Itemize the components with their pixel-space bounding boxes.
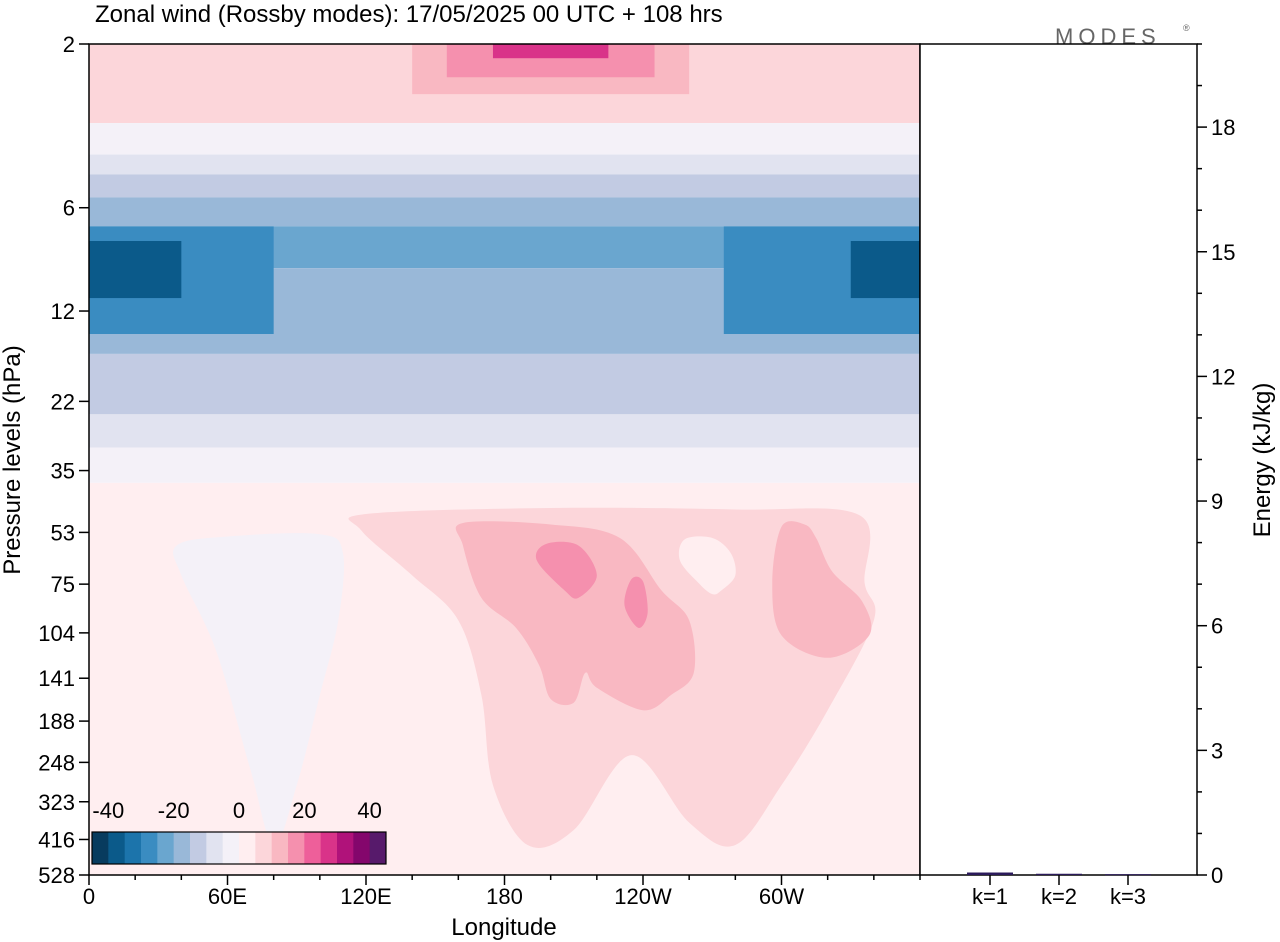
colorbar-legend: -40 -20 0 20 40 (91, 798, 387, 865)
contour-region-4 (772, 521, 872, 658)
contour-region-7 (624, 576, 648, 628)
colorbar-swatch (288, 832, 305, 864)
y-tick-label: 22 (51, 389, 75, 414)
energy-tick-label: 9 (1211, 489, 1223, 514)
colorbar-swatch (271, 832, 289, 864)
colorbar-swatch (124, 832, 142, 864)
colorbar-swatch (337, 832, 354, 864)
y-tick-label: 248 (38, 750, 75, 775)
contour-band-3 (492, 44, 609, 59)
colorbar-tick-label: 0 (233, 798, 245, 823)
y-tick-label: 104 (38, 621, 75, 646)
energy-tick-label: 12 (1211, 364, 1235, 389)
y-axis-label: Pressure levels (hPa) (0, 345, 26, 574)
colorbar-swatch (320, 832, 338, 864)
colorbar-tick-label: 40 (357, 798, 381, 823)
energy-axis-label: Energy (kJ/kg) (1249, 383, 1276, 538)
contour-band-4 (89, 123, 920, 155)
contour-region-6 (535, 541, 597, 599)
x-tick-label: 60E (208, 884, 247, 909)
bar-category-label: k=2 (1041, 884, 1077, 909)
energy-bar-k=2 (1036, 873, 1082, 875)
energy-bars: k=1 k=2 k=3 (967, 872, 1151, 909)
energy-tick-label: 0 (1211, 863, 1223, 888)
colorbar-swatch (304, 832, 322, 864)
energy-tick-label: 6 (1211, 614, 1223, 639)
contour-region-3 (455, 521, 696, 711)
colorbar-tick-label: 20 (292, 798, 316, 823)
colorbar-swatch (222, 832, 240, 864)
colorbar-swatch (190, 832, 207, 864)
zonal-wind-contour-fill (89, 44, 920, 875)
energy-bar-k=1 (967, 872, 1013, 875)
y-tick-label: 75 (51, 572, 75, 597)
energy-tick-label: 15 (1211, 240, 1235, 265)
pressure-axis: 2 6 12 22 35 53 75 104 141 188 248 323 416 528 (38, 32, 89, 888)
x-tick-label: 120E (340, 884, 391, 909)
contour-band-10 (89, 353, 920, 415)
contour-band-15 (89, 240, 182, 299)
colorbar-swatch (92, 832, 109, 864)
colorbar-swatch (206, 832, 224, 864)
contour-band-7 (89, 197, 920, 227)
y-tick-label: 6 (63, 196, 75, 221)
x-axis-label: Longitude (451, 914, 556, 941)
contour-band-11 (89, 414, 920, 448)
energy-tick-label: 3 (1211, 738, 1223, 763)
colorbar-swatch (239, 832, 256, 864)
energy-bar-k=3 (1105, 874, 1151, 876)
longitude-axis: 0 60E 120E 180 120W 60W (83, 875, 921, 909)
y-tick-label: 35 (51, 459, 75, 484)
bar-category-label: k=3 (1110, 884, 1146, 909)
y-tick-label: 12 (51, 299, 75, 324)
y-tick-label: 323 (38, 790, 75, 815)
energy-panel-frame (919, 43, 1198, 876)
x-tick-label: 120W (614, 884, 672, 909)
colorbar-swatch (353, 832, 371, 864)
colorbar-swatch (369, 832, 387, 864)
bar-category-label: k=1 (972, 884, 1008, 909)
y-tick-label: 528 (38, 863, 75, 888)
y-tick-label: 53 (51, 520, 75, 545)
y-tick-label: 2 (63, 32, 75, 57)
contour-region-2 (234, 543, 325, 658)
energy-axis: 0 3 6 9 12 15 18 (1197, 43, 1235, 888)
contour-band-6 (89, 174, 920, 198)
colorbar-border (91, 831, 387, 865)
logo-registered-mark: ® (1183, 23, 1190, 33)
energy-tick-label: 18 (1211, 115, 1235, 140)
contour-band-12 (89, 447, 920, 483)
colorbar-swatch (141, 832, 158, 864)
contour-band-5 (89, 154, 920, 175)
contour-band-17 (850, 240, 920, 299)
colorbar-swatch (108, 832, 126, 864)
y-tick-label: 416 (38, 827, 75, 852)
x-tick-label: 60W (759, 884, 804, 909)
y-tick-label: 188 (38, 709, 75, 734)
chart-title: Zonal wind (Rossby modes): 17/05/2025 00… (95, 1, 723, 28)
colorbar-swatch (255, 832, 273, 864)
colorbar-swatch (157, 832, 175, 864)
colorbar-tick-label: -40 (92, 798, 124, 823)
colorbar-swatch (173, 832, 191, 864)
x-tick-label: 0 (83, 884, 95, 909)
colorbar-tick-label: -20 (158, 798, 190, 823)
x-tick-label: 180 (486, 884, 523, 909)
contour-region-5 (678, 536, 736, 595)
y-tick-label: 141 (38, 666, 75, 691)
